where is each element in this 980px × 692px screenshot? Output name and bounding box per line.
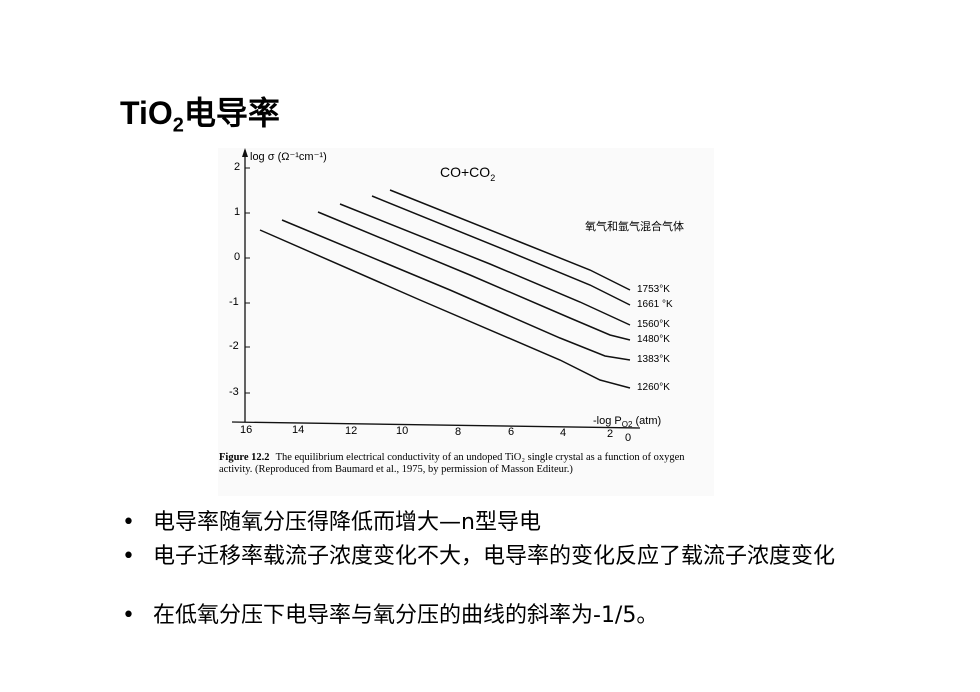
curve — [371, 195, 631, 306]
bullet-text: 电导率随氧分压得降低而增大—n型导电 — [153, 510, 541, 535]
curves — [259, 189, 631, 389]
y-tick-marks — [245, 167, 250, 394]
title-rest: 电导率 — [183, 95, 280, 131]
x-tick-label: 10 — [396, 425, 409, 437]
title-subscript: 2 — [172, 114, 184, 137]
x-axis — [231, 421, 641, 429]
x-axis-label-text: -log P — [593, 415, 622, 427]
curve — [339, 203, 631, 326]
bullet-item: • 在低氧分压下电导率与氧分压的曲线的斜率为-1/5。 — [122, 603, 852, 629]
x-tick-label: 16 — [240, 424, 253, 436]
figure-background — [218, 148, 714, 496]
curve-label: 1560°K — [637, 319, 670, 330]
curve-label: 1383°K — [637, 354, 670, 365]
x-axis-unit: (atm) — [635, 415, 662, 427]
x-tick-label: 0 — [625, 432, 632, 444]
curve — [389, 189, 631, 291]
curve — [317, 211, 631, 341]
y-axis-arrow — [242, 148, 248, 157]
annotation-sub: 2 — [490, 172, 496, 183]
y-axis-label: log σ (Ω⁻¹cm⁻¹) — [250, 151, 327, 163]
x-tick-label: 12 — [345, 425, 358, 437]
y-tick-label: 2 — [234, 161, 241, 173]
curve-label: 1753°K — [637, 284, 670, 295]
bullet-text: 在低氧分压下电导率与氧分压的曲线的斜率为-1/5。 — [153, 603, 659, 628]
y-tick-label: -1 — [229, 296, 239, 308]
annotation: CO+CO2 — [440, 164, 495, 183]
bullet-text: 电子迁移率载流子浓度变化不大，电导率的变化反应了载流子浓度变化 — [153, 544, 836, 569]
x-tick-label: 6 — [508, 426, 515, 438]
curve — [281, 219, 631, 361]
y-tick-label: -2 — [229, 340, 239, 352]
curve-label: 1480°K — [637, 334, 670, 345]
slide-title: TiO2电导率 — [120, 88, 280, 137]
figure-caption: Figure 12.2 The equilibrium electrical co… — [219, 452, 715, 476]
curve-label: 1260°K — [637, 382, 670, 393]
y-tick-label: 0 — [234, 251, 241, 263]
x-tick-label: 8 — [455, 426, 462, 438]
x-axis-label: -log PO2 (atm) — [593, 415, 661, 429]
annotation: 氧气和氩气混合气体 — [585, 220, 684, 233]
bullet-item: • 电导率随氧分压得降低而增大—n型导电 — [122, 510, 852, 536]
curve-label: 1661 °K — [637, 299, 673, 310]
caption-label: Figure 12.2 — [219, 452, 270, 463]
bullet-item: • 电子迁移率载流子浓度变化不大，电导率的变化反应了载流子浓度变化 — [122, 544, 852, 570]
curve — [259, 229, 631, 389]
title-text: TiO — [120, 95, 173, 131]
x-axis-label-sub: O2 — [621, 420, 633, 430]
x-tick-label: 2 — [607, 428, 614, 440]
caption-text: The equilibrium electrical conductivity … — [219, 452, 685, 475]
x-tick-label: 14 — [292, 424, 305, 436]
y-tick-label: 1 — [234, 206, 241, 218]
x-tick-label: 4 — [560, 427, 567, 439]
y-tick-label: -3 — [229, 386, 239, 398]
annotation-text: CO+CO — [440, 164, 491, 180]
